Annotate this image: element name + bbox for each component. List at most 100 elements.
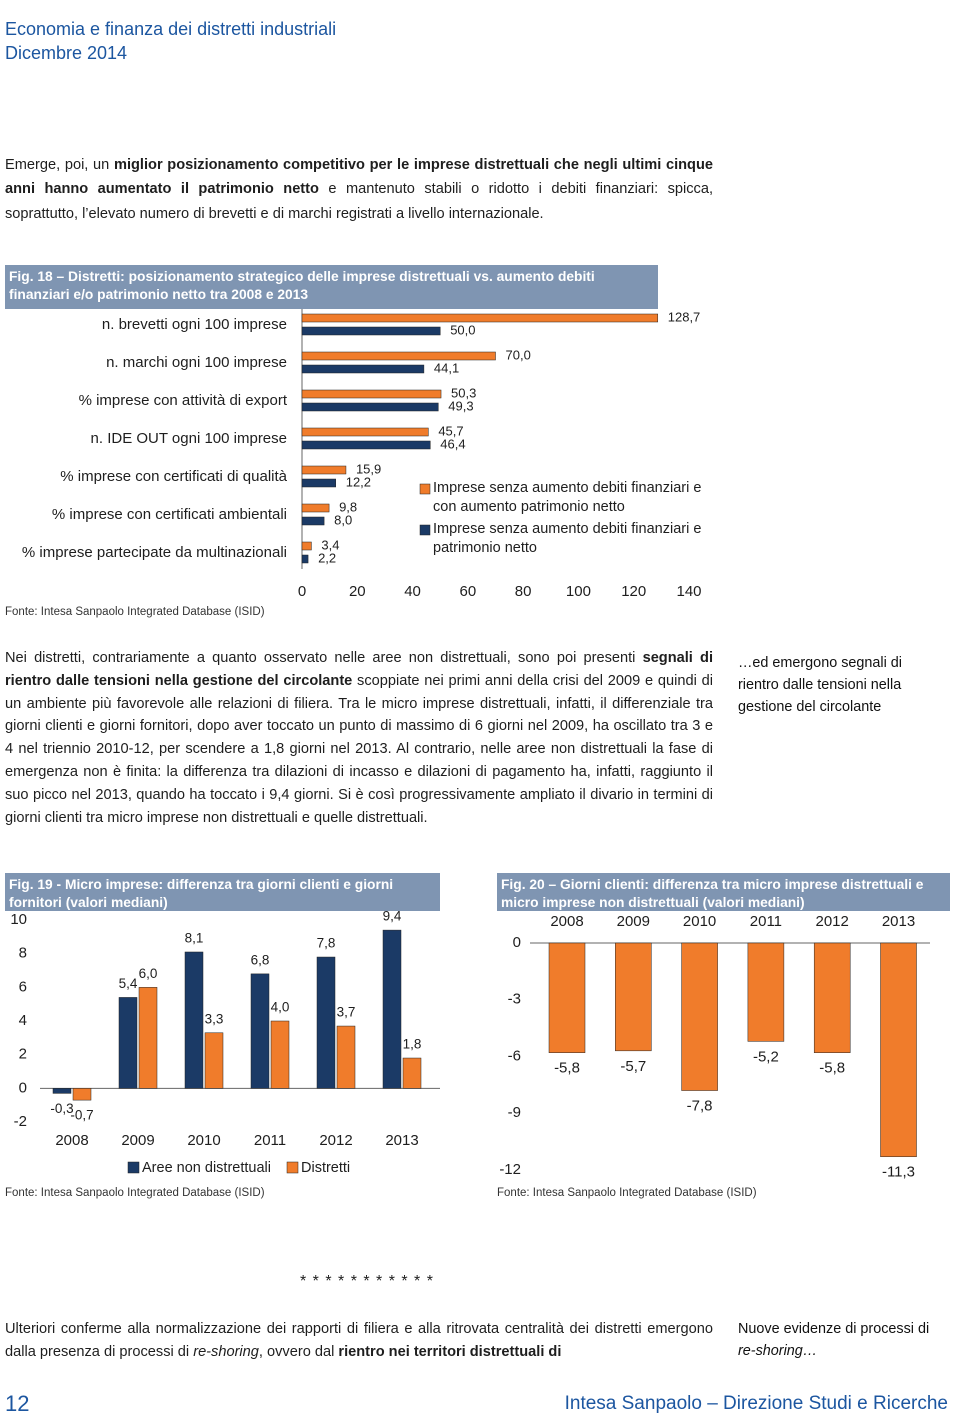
bar [402, 1057, 422, 1089]
x-tick-label: 2011 [254, 1132, 286, 1149]
figure-title: Fig. 19 - Micro imprese: differenza tra … [5, 873, 440, 911]
bar [301, 554, 309, 564]
bar [681, 942, 718, 1091]
text-run: Nuove evidenze di processi di [738, 1321, 930, 1337]
x-tick-label: 2010 [187, 1132, 220, 1149]
x-tick-label: 40 [404, 583, 421, 600]
x-tick-label: 0 [298, 583, 306, 600]
value-label: 3,3 [205, 1011, 224, 1026]
value-label: 45,7 [438, 423, 463, 438]
header-title: Economia e finanza dei distretti industr… [5, 19, 337, 39]
value-label: -5,8 [819, 1060, 845, 1077]
value-label: 4,0 [271, 1000, 290, 1015]
x-tick-label: 2013 [882, 913, 915, 930]
y-tick-label: -6 [508, 1047, 521, 1064]
bar [615, 942, 652, 1052]
value-label: 50,0 [450, 322, 475, 337]
text-run: , ovvero dal [258, 1343, 339, 1360]
x-tick-label: 140 [676, 583, 701, 600]
value-label: -5,2 [753, 1048, 779, 1065]
value-label: 6,0 [139, 966, 158, 981]
bar [250, 973, 270, 1089]
y-tick-label: 10 [10, 911, 27, 928]
bar [301, 465, 347, 475]
side-note: Nuove evidenze di processi di re-shoring… [738, 1318, 948, 1362]
value-label: 5,4 [119, 976, 138, 991]
category-label: % imprese partecipate da multinazionali [22, 544, 287, 561]
paragraph: Nei distretti, contrariamente a quanto o… [5, 647, 713, 829]
x-tick-label: 2010 [683, 913, 716, 930]
text-run: rientro nei territori distrettuali di [338, 1343, 562, 1360]
source: Fonte: Intesa Sanpaolo Integrated Databa… [5, 1187, 265, 1199]
value-label: 128,7 [668, 309, 701, 324]
legend-swatch [419, 483, 431, 495]
value-label: 3,7 [337, 1005, 356, 1020]
value-label: -5,8 [554, 1060, 580, 1077]
x-tick-label: 2011 [750, 913, 782, 930]
text-run: Ulteriori conferme alla normalizzazione … [5, 1321, 713, 1360]
page-number: 12 [5, 1391, 30, 1416]
text-run: e mantenuto stabili o ridotto i debiti f… [5, 181, 713, 222]
value-label: -11,3 [882, 1164, 915, 1181]
category-label: n. IDE OUT ogni 100 imprese [91, 430, 287, 447]
value-label: 8,0 [334, 512, 352, 527]
value-label: 12,2 [346, 474, 371, 489]
y-tick-label: 8 [19, 945, 27, 962]
legend-label: Imprese senza aumento debiti finanziari … [433, 480, 702, 515]
bar [52, 1088, 72, 1094]
value-label: 6,8 [251, 952, 270, 967]
bar [813, 942, 851, 1053]
legend-swatch [286, 1161, 299, 1174]
x-tick-label: 2008 [55, 1132, 88, 1149]
value-label: 9,8 [339, 499, 357, 514]
text-run: segnali di rientro dalle tensioni nella … [5, 650, 714, 689]
bar [301, 503, 330, 513]
legend-label: Imprese senza aumento debiti finanziari … [433, 521, 702, 556]
x-tick-label: 20 [349, 583, 366, 600]
bar [204, 1032, 224, 1089]
x-tick-label: 2009 [617, 913, 650, 930]
value-label: 3,4 [321, 537, 339, 552]
value-label: 50,3 [451, 385, 476, 400]
x-tick-label: 2013 [385, 1132, 418, 1149]
y-tick-label: 2 [19, 1046, 27, 1063]
text-run: Nei distretti, contrariamente a quanto o… [5, 650, 643, 666]
y-tick-label: -9 [508, 1104, 521, 1121]
value-label: 9,4 [383, 909, 402, 924]
header-date: Dicembre 2014 [5, 43, 128, 63]
text-run: scoppiate nei primi anni della crisi del… [5, 672, 713, 826]
bar [301, 364, 425, 374]
bar [301, 478, 336, 488]
text-run: Emerge, poi, un [5, 157, 114, 173]
y-tick-label: -3 [508, 991, 521, 1008]
text-run: re-shoring [193, 1343, 259, 1360]
text-run: …ed emergono segnali di rientro dalle te… [738, 655, 902, 715]
bar [548, 942, 586, 1053]
bar [72, 1088, 92, 1101]
value-label: -7,8 [687, 1098, 713, 1115]
x-tick-label: 60 [460, 583, 477, 600]
value-label: 1,8 [403, 1037, 422, 1052]
value-label: -0,7 [70, 1108, 93, 1123]
text-run: miglior posizionamento competitivo per l… [5, 157, 713, 198]
value-label: 7,8 [317, 936, 336, 951]
value-label: -5,7 [620, 1058, 646, 1075]
bar [138, 987, 158, 1089]
paragraph: Emerge, poi, un miglior posizionamento c… [5, 153, 713, 226]
category-label: % imprese con certificati di qualità [60, 468, 287, 485]
separator: * * * * * * * * * * * [300, 1273, 434, 1290]
y-tick-label: 4 [19, 1012, 27, 1029]
bar [301, 326, 441, 336]
value-label: 2,2 [318, 550, 336, 565]
value-label: 8,1 [185, 931, 204, 946]
x-tick-label: 80 [515, 583, 532, 600]
x-tick-label: 120 [621, 583, 646, 600]
bar [382, 929, 402, 1089]
legend-label: Aree non distrettuali [142, 1160, 271, 1176]
legend-swatch [419, 524, 431, 536]
bar [301, 402, 439, 412]
bar [118, 997, 138, 1089]
value-label: 15,9 [356, 461, 381, 476]
text-run: re-shoring… [738, 1343, 818, 1359]
